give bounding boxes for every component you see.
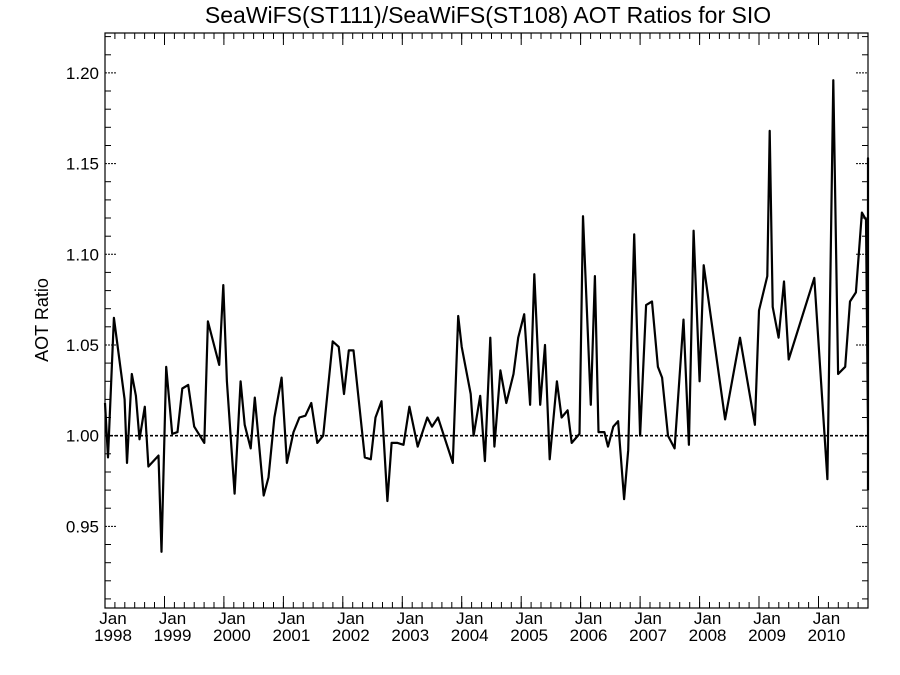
y-axis: 0.95 1.00 1.05 1.10 1.15 1.20 [66, 36, 868, 600]
x-tick-label-month: Jan [694, 609, 721, 628]
x-tick-label-year: 2007 [629, 626, 667, 645]
x-tick-label-year: 2008 [689, 626, 727, 645]
x-tick-label-month: Jan [278, 609, 305, 628]
x-tick-label-year: 2009 [748, 626, 786, 645]
chart-title: SeaWiFS(ST111)/SeaWiFS(ST108) AOT Ratios… [204, 2, 772, 28]
x-tick-label-month: Jan [99, 609, 126, 628]
x-tick-label-month: Jan [337, 609, 364, 628]
x-tick-label-month: Jan [634, 609, 661, 628]
x-tick-label-year: 2003 [391, 626, 429, 645]
x-tick-label-year: 2004 [451, 626, 489, 645]
plot-frame [104, 32, 869, 609]
x-tick-label-year: 2010 [808, 626, 846, 645]
series-line [103, 79, 870, 553]
y-tick-label: 1.20 [66, 64, 99, 83]
x-tick-label-year: 1998 [94, 626, 132, 645]
x-tick-label-year: 2000 [213, 626, 251, 645]
x-tick-label-month: Jan [753, 609, 780, 628]
x-tick-label-month: Jan [218, 609, 245, 628]
x-tick-label-year: 2006 [570, 626, 608, 645]
x-tick-label-month: Jan [813, 609, 840, 628]
x-axis: Jan1998Jan1999Jan2000Jan2001Jan2002Jan20… [94, 33, 869, 645]
x-tick-label-month: Jan [397, 609, 424, 628]
x-tick-label-month: Jan [515, 609, 542, 628]
y-tick-label: 1.15 [66, 155, 99, 174]
x-tick-label-month: Jan [159, 609, 186, 628]
y-axis-label: AOT Ratio [32, 278, 52, 362]
x-tick-label-month: Jan [575, 609, 602, 628]
x-tick-label-year: 2002 [332, 626, 370, 645]
x-tick-label-month: Jan [456, 609, 483, 628]
x-tick-label-year: 1999 [154, 626, 192, 645]
x-tick-label-year: 2005 [510, 626, 548, 645]
y-tick-label: 1.10 [66, 245, 99, 264]
x-tick-label-year: 2001 [272, 626, 310, 645]
y-tick-label: 0.95 [66, 517, 99, 536]
y-tick-label: 1.00 [66, 427, 99, 446]
y-tick-label: 1.05 [66, 336, 99, 355]
